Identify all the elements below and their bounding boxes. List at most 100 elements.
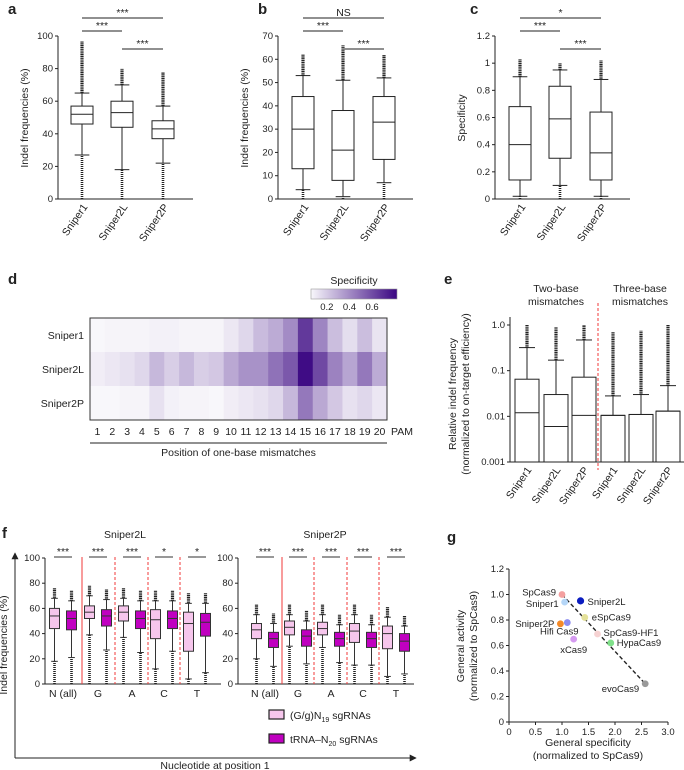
significance-label: *** [92, 546, 104, 558]
heatmap-cell [357, 386, 373, 421]
y-tick-label: 1.0 [492, 320, 505, 331]
box-trna-n20-box [135, 610, 146, 630]
legend-subscript: 19 [322, 717, 330, 724]
heatmap-cell [312, 318, 328, 353]
heatmap-cell [223, 352, 239, 387]
column-label: 16 [314, 426, 326, 438]
heatmap-cell [90, 386, 106, 421]
column-label: 19 [359, 426, 371, 438]
point-label: evoCas9 [602, 684, 640, 695]
heatmap-cell [208, 386, 224, 421]
y-tick-label: 40 [42, 129, 53, 140]
y-tick-label: 0.01 [487, 411, 506, 422]
point-sniper2l [576, 597, 585, 605]
point-hifi-cas9 [563, 619, 571, 626]
y-tick-label: 0 [48, 194, 53, 205]
row-label: Sniper2P [41, 398, 84, 410]
x-tick-label: 2.0 [608, 727, 621, 738]
heatmap-cell [90, 318, 106, 353]
column-label: 15 [299, 426, 311, 438]
significance-label: *** [390, 546, 402, 558]
box-gN19-box [183, 611, 194, 652]
heatmap-cell [342, 318, 358, 353]
box-5-box [655, 410, 681, 463]
x-tick-label: N (all) [251, 688, 279, 700]
y-axis-title-sub: (normalized to on-target efficiency) [460, 313, 472, 474]
heatmap-cell [193, 318, 210, 353]
box-trna-n20-box [268, 631, 279, 648]
x-tick-label: 0.5 [529, 727, 542, 738]
group-title: Three-base [613, 283, 667, 295]
y-tick-label: 60 [222, 603, 233, 614]
heatmap-cell [372, 352, 388, 387]
y-tick-label: 0 [35, 679, 40, 690]
significance-label: * [558, 7, 562, 19]
significance-label: *** [96, 20, 108, 32]
y-tick-label: 10 [262, 171, 273, 182]
box-sniper2l-box [110, 100, 134, 128]
y-tick-label: 0.6 [491, 641, 504, 652]
heatmap-cell [90, 352, 106, 387]
y-axis-title: Indel frequencies (%) [19, 68, 31, 167]
heatmap-cell [238, 352, 254, 387]
y-tick-label: 0 [499, 717, 504, 728]
x-tick-label: G [294, 688, 302, 700]
box-4-box [628, 413, 654, 463]
heatmap-cell [179, 386, 195, 421]
point-label: HypaCas9 [617, 638, 661, 649]
heatmap-cell [357, 352, 373, 387]
significance-label: * [195, 546, 199, 558]
significance-label: *** [57, 546, 69, 558]
y-tick-label: 80 [29, 578, 40, 589]
column-label: 10 [225, 426, 237, 438]
x-tick-label: 1.0 [555, 727, 568, 738]
x-tick-label: 2.5 [635, 727, 648, 738]
column-label: 13 [270, 426, 282, 438]
x-axis-title: Position of one-base mismatches [161, 447, 316, 459]
box-sniper2l-box [548, 85, 572, 159]
x-tick-label: Sniper1 [498, 202, 529, 239]
heatmap-cell [193, 352, 210, 387]
heatmap-cell [193, 386, 210, 421]
column-label: 12 [255, 426, 267, 438]
heatmap-cell [327, 386, 343, 421]
y-tick-label: 60 [42, 96, 53, 107]
significance-label: *** [574, 38, 586, 50]
y-tick-label: 80 [222, 578, 233, 589]
point-label: SpCas9-HF1 [604, 628, 659, 639]
column-label: 3 [124, 426, 130, 438]
heatmap-cell [357, 318, 373, 353]
heatmap-cell [149, 318, 165, 353]
significance-label: NS [336, 7, 351, 19]
box-trna-n20-box [101, 609, 112, 627]
y-tick-label: 1.0 [491, 590, 504, 601]
heatmap-cell [149, 386, 165, 421]
x-tick-label: A [327, 688, 334, 700]
box-sniper2l-box [331, 110, 355, 181]
heatmap-cell [164, 318, 180, 353]
heatmap-cell [164, 352, 180, 387]
x-tick-label: C [359, 688, 367, 700]
heatmap-cell [268, 386, 284, 421]
heatmap-cell [104, 386, 120, 421]
column-label: 6 [169, 426, 175, 438]
y-tick-label: 0.8 [491, 615, 504, 626]
column-label: 7 [184, 426, 190, 438]
heatmap-cell [223, 386, 239, 421]
panel-label-e: e [444, 271, 452, 288]
heatmap-cell [104, 318, 120, 353]
y-axis-title: Specificity [456, 94, 468, 142]
x-tick-label: Sniper1 [504, 465, 535, 502]
y-tick-label: 20 [262, 147, 273, 158]
heatmap-cell [312, 352, 328, 387]
y-axis-title: Indel frequencies (%) [0, 595, 10, 694]
colorbar-title: Specificity [330, 275, 378, 287]
column-label: 2 [109, 426, 115, 438]
point-espcas9 [581, 614, 589, 621]
box-gN19-box [49, 607, 60, 630]
x-tick-label: C [160, 688, 168, 700]
significance-label: *** [325, 546, 337, 558]
pam-label: PAM [391, 426, 413, 438]
x-tick-label: 0 [506, 727, 511, 738]
point-label: Hifi Cas9 [540, 627, 579, 638]
